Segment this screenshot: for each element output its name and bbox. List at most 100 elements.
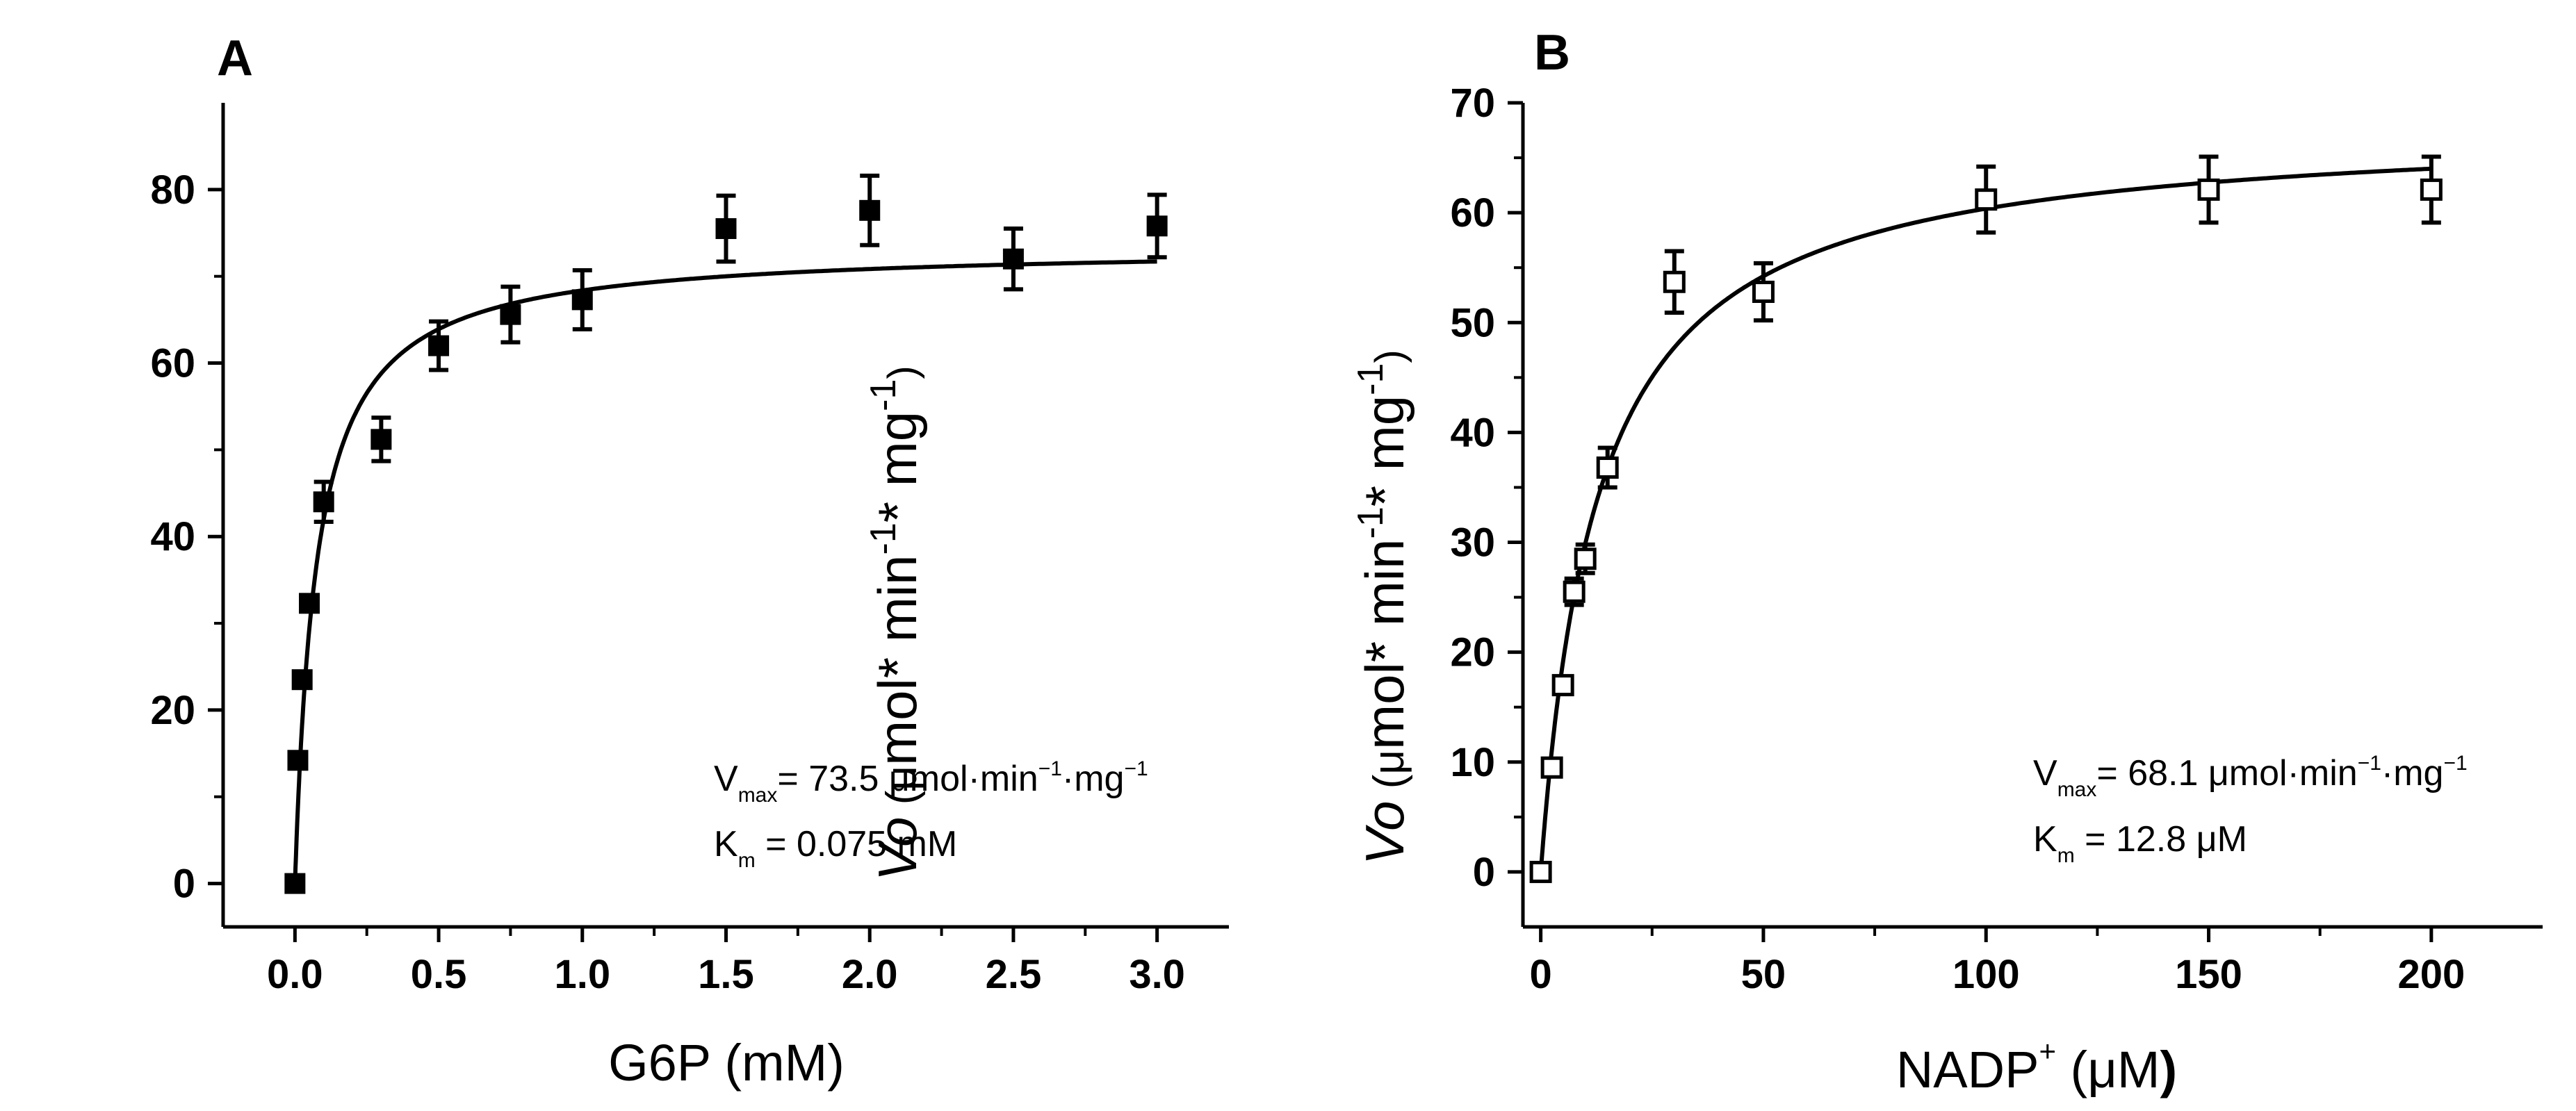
panel-a-data-point [428, 335, 450, 356]
panel-b-y-label-unit2: * mg [1354, 395, 1415, 507]
panel-b-data-point [2197, 178, 2220, 201]
panel-b-y-tick-label: 10 [1450, 740, 1495, 785]
panel-a-x-tick-label: 3.0 [1129, 952, 1185, 997]
panel-a: A 0.0 0.5 1.0 1.5 2.0 2.5 3.0 0 20 40 60 80 G6P (mM… [150, 31, 1229, 1092]
panel-b-km-sub: m [2057, 844, 2075, 867]
panel-a-data-point [859, 199, 881, 221]
panel-a-vmax-sup1: −1 [1038, 757, 1062, 780]
panel-a-vmax-sub: max [738, 784, 778, 807]
panel-a-data-point [287, 750, 309, 771]
panel-b-vmax-prefix: V [2033, 753, 2057, 793]
panel-a-data-point [715, 218, 737, 240]
panel-a-y-label-unit1: mol* min [867, 554, 928, 765]
panel-a-y-tick-label: 80 [150, 167, 195, 213]
panel-a-km-text: = 0.075 mM [756, 824, 957, 864]
panel-b-y-label-italic: Vo [1354, 800, 1415, 865]
panel-b-x-tick-label: 100 [1953, 952, 2020, 997]
panel-a-y-label-close: ) [880, 365, 925, 379]
panel-a-y-label-mu: μ [878, 766, 926, 791]
panel-a-x-tick-label: 1.0 [554, 952, 610, 997]
panel-a-data-point [571, 289, 593, 311]
panel-b-data-point [1540, 756, 1563, 779]
panel-b-data-point [1663, 270, 1686, 293]
panel-a-x-tick-label: 0.0 [267, 952, 323, 997]
panel-b-x-label-sup: + [2039, 1035, 2056, 1067]
panel-a-x-tick-label: 0.5 [411, 952, 467, 997]
panel-b-x-label-name: NADP [1896, 1041, 2039, 1098]
panel-a-vmax-text: = 73.5 μmol·min [777, 759, 1038, 799]
panel-a-y-label-open: ( [878, 790, 926, 816]
panel-a-y-label: Vo (μmol* min-1* mg-1) [863, 365, 928, 881]
panel-b-y-label-mu: μ [1365, 750, 1413, 775]
panel-b-y-tick-label: 30 [1450, 520, 1495, 566]
panel-b-y-tick-label: 70 [1450, 81, 1495, 126]
panel-b-data-point [1574, 548, 1597, 570]
panel-b-y-tick-label: 60 [1450, 190, 1495, 236]
panel-a-y-tick-label: 60 [150, 341, 195, 386]
panel-a-x-tick-label: 2.0 [842, 952, 898, 997]
panel-b-y-label-unit1: mol* min [1354, 538, 1415, 749]
panel-b-data-point [2420, 178, 2443, 201]
panel-a-km-prefix: K [714, 824, 738, 864]
panel-a-data-point [313, 491, 334, 513]
panel-a-x-tick-label: 2.5 [986, 952, 1042, 997]
panel-a-km-sub: m [738, 849, 756, 872]
panel-a-data-point [1146, 215, 1168, 237]
panel-b-x-tick-label: 200 [2397, 952, 2465, 997]
panel-a-data-point [291, 669, 313, 691]
panel-b-x-tick-label: 0 [1529, 952, 1551, 997]
panel-b-error-bars [1564, 154, 2441, 607]
panel-b-ticks: 0 50 100 150 200 0 10 20 30 40 50 60 70 [1450, 81, 2465, 997]
panel-a-y-label-italic: Vo [867, 816, 928, 881]
panel-a-data-point [500, 304, 521, 325]
panel-a-vmax-annotation: Vmax= 73.5 μmol·min−1·mg−1 [714, 757, 1148, 807]
panel-b-x-label-open: ( [2056, 1041, 2088, 1098]
panel-a-x-tick-label: 1.5 [698, 952, 754, 997]
panel-b-vmax-annotation: Vmax= 68.1 μmol·min−1·mg−1 [2033, 752, 2468, 801]
panel-b-y-tick-label: 50 [1450, 300, 1495, 345]
panel-b-km-prefix: K [2033, 819, 2057, 859]
panel-b-x-tick-label: 150 [2175, 952, 2242, 997]
panel-a-data-point [284, 873, 306, 894]
panel-b-x-label-close: ) [2160, 1041, 2177, 1098]
panel-b-x-label-unit: M [2117, 1041, 2160, 1098]
panel-b-data-point [1563, 580, 1585, 603]
panel-a-y-tick-label: 20 [150, 688, 195, 733]
panel-a-y-label-unit2: * mg [867, 411, 928, 522]
panel-b-vmax-mid: ·mg [2381, 753, 2444, 793]
panel-b-data-point [1752, 280, 1775, 303]
panel-b-points [1529, 178, 2443, 883]
panel-b-y-label-exp1: -1 [1351, 507, 1391, 538]
panel-b-y-tick-label: 20 [1450, 630, 1495, 675]
panel-a-km-annotation: Km = 0.075 mM [714, 824, 957, 872]
panel-b-x-label: NADP+ (μM) [1896, 1035, 2177, 1098]
panel-b-x-tick-label: 50 [1741, 952, 1786, 997]
panel-b-y-label-open: ( [1365, 774, 1413, 800]
panel-b-vmax-sup2: −1 [2443, 752, 2467, 775]
panel-a-y-label-exp2: -1 [863, 379, 904, 411]
panel-b-x-label-mu: μ [2087, 1041, 2117, 1098]
panel-b-vmax-sup1: −1 [2358, 752, 2381, 775]
panel-a-ticks: 0.0 0.5 1.0 1.5 2.0 2.5 3.0 0 20 40 60 80 [150, 167, 1184, 997]
panel-a-data-point [370, 429, 392, 450]
panel-b-data-point [1975, 188, 1998, 211]
panel-b-y-tick-label: 0 [1473, 850, 1495, 895]
panel-a-y-tick-label: 40 [150, 514, 195, 559]
panel-b-y-label: Vo (μmol* min-1* mg-1) [1351, 349, 1415, 865]
panel-b-data-point [1551, 674, 1574, 697]
panel-b-letter: B [1534, 25, 1570, 81]
panel-a-vmax-prefix: V [714, 759, 738, 799]
panel-a-letter: A [217, 31, 253, 86]
panel-a-vmax-mid: ·mg [1062, 759, 1125, 799]
panel-b-y-tick-label: 40 [1450, 410, 1495, 455]
panel-a-data-point [1002, 248, 1024, 270]
panel-b-km-text: = 12.8 μM [2075, 819, 2247, 859]
panel-a-data-point [299, 593, 320, 614]
panel-b-data-point [1529, 860, 1552, 883]
panel-a-x-label: G6P (mM) [608, 1034, 845, 1092]
panel-a-y-tick-label: 0 [173, 862, 195, 907]
panel-b-vmax-sub: max [2057, 778, 2097, 801]
panel-a-vmax-sup2: −1 [1124, 757, 1148, 780]
